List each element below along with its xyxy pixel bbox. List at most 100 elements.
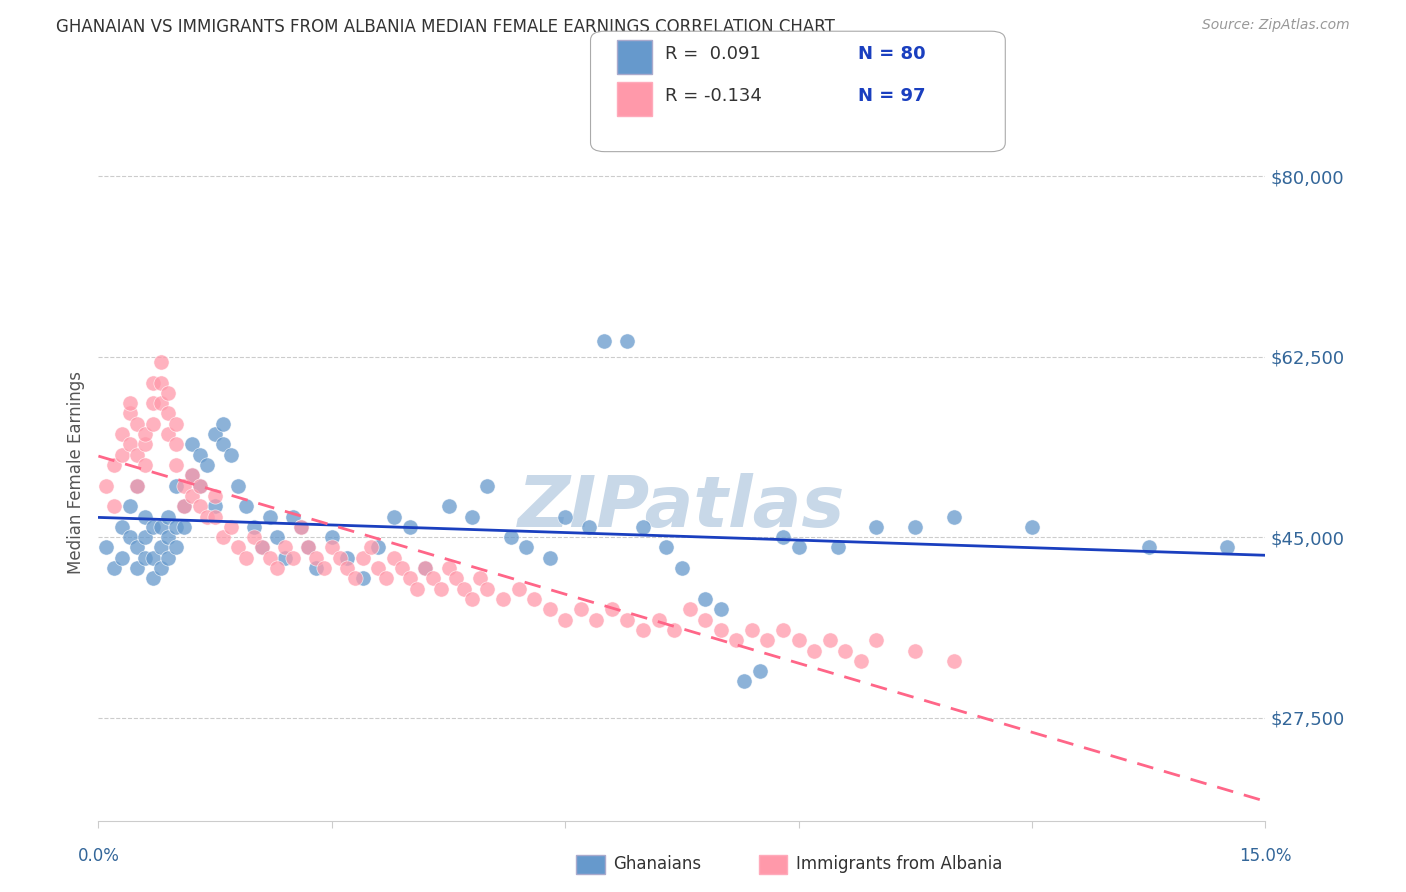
Point <box>127 478 149 492</box>
Point <box>157 407 180 421</box>
Point <box>336 561 359 575</box>
Point <box>127 417 149 431</box>
Point <box>134 550 156 565</box>
Point <box>188 478 211 492</box>
Point <box>453 582 475 596</box>
Point <box>134 427 156 442</box>
Point <box>149 355 172 369</box>
Point <box>118 530 141 544</box>
Text: N = 80: N = 80 <box>858 45 925 63</box>
Point <box>204 509 226 524</box>
Point <box>772 530 794 544</box>
Point <box>422 571 444 585</box>
Point <box>538 602 561 616</box>
Point <box>134 437 156 451</box>
Point <box>274 550 297 565</box>
Point <box>305 561 328 575</box>
Point <box>118 437 141 451</box>
Point <box>219 448 242 462</box>
Point <box>157 427 180 442</box>
Point <box>281 509 304 524</box>
Point <box>259 509 281 524</box>
Point <box>219 520 242 534</box>
Point <box>725 633 748 648</box>
Point <box>336 550 359 565</box>
Point <box>165 458 187 472</box>
Point <box>631 520 654 534</box>
Point <box>446 571 468 585</box>
Point <box>554 509 576 524</box>
Point <box>413 561 436 575</box>
Point <box>849 654 872 668</box>
Point <box>149 396 172 410</box>
Point <box>165 478 187 492</box>
Point <box>398 520 420 534</box>
Point <box>818 633 841 648</box>
Point <box>274 541 297 555</box>
Point <box>235 550 257 565</box>
Point <box>461 592 484 607</box>
Point <box>679 602 702 616</box>
Point <box>1137 541 1160 555</box>
Point <box>127 478 149 492</box>
Point <box>127 561 149 575</box>
Point <box>787 541 810 555</box>
Point <box>204 489 226 503</box>
Y-axis label: Median Female Earnings: Median Female Earnings <box>66 371 84 574</box>
Point <box>671 561 693 575</box>
Point <box>398 571 420 585</box>
Point <box>437 561 460 575</box>
Point <box>904 520 927 534</box>
Point <box>787 633 810 648</box>
Point <box>312 561 335 575</box>
Point <box>103 500 125 514</box>
Point <box>695 613 717 627</box>
Point <box>865 520 887 534</box>
Point <box>188 478 211 492</box>
Point <box>406 582 429 596</box>
Point <box>616 613 638 627</box>
Text: 15.0%: 15.0% <box>1239 847 1292 865</box>
Point <box>834 643 856 657</box>
Point <box>180 468 202 483</box>
Point <box>515 541 537 555</box>
Point <box>827 541 849 555</box>
Point <box>344 571 367 585</box>
Point <box>142 396 165 410</box>
Point <box>165 437 187 451</box>
Point <box>367 561 389 575</box>
Point <box>772 623 794 637</box>
Point <box>585 613 607 627</box>
Point <box>142 520 165 534</box>
Point <box>492 592 515 607</box>
Point <box>149 376 172 390</box>
Point <box>103 561 125 575</box>
Point <box>134 509 156 524</box>
Point <box>655 541 678 555</box>
Text: Immigrants from Albania: Immigrants from Albania <box>796 855 1002 873</box>
Point <box>204 500 226 514</box>
Point <box>111 427 134 442</box>
Point <box>382 550 405 565</box>
Point <box>142 376 165 390</box>
Point <box>367 541 389 555</box>
Point <box>103 458 125 472</box>
Point <box>375 571 398 585</box>
Point <box>165 520 187 534</box>
Point <box>250 541 273 555</box>
Point <box>195 458 218 472</box>
Point <box>297 541 319 555</box>
Point <box>127 541 149 555</box>
Point <box>695 592 717 607</box>
Point <box>437 500 460 514</box>
Point <box>212 417 235 431</box>
Point <box>96 541 118 555</box>
Text: R = -0.134: R = -0.134 <box>665 87 762 105</box>
Point <box>578 520 600 534</box>
Point <box>360 541 382 555</box>
Point <box>142 550 165 565</box>
Point <box>329 550 352 565</box>
Point <box>943 509 966 524</box>
Point <box>391 561 413 575</box>
Point <box>290 520 312 534</box>
